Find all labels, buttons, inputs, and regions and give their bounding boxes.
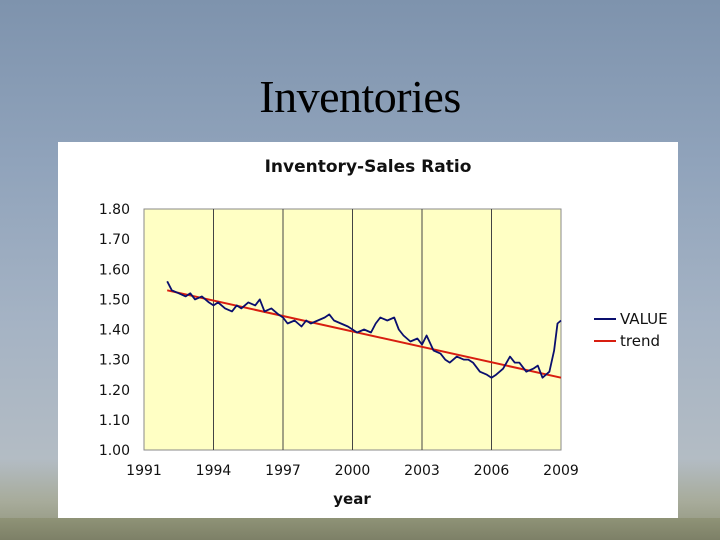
series-lines — [166, 280, 562, 379]
slide-title: Inventories — [259, 71, 461, 122]
y-tick-label: 1.00 — [99, 443, 130, 459]
x-tick-label: 2009 — [543, 463, 579, 479]
y-tick-label: 1.20 — [99, 383, 130, 399]
x-tick-label: 1991 — [126, 463, 162, 479]
y-tick-label: 1.30 — [99, 353, 130, 369]
y-tick-label: 1.70 — [99, 232, 130, 248]
legend: VALUE trend — [594, 310, 668, 350]
series-line-value — [166, 280, 562, 379]
vertical-gridlines — [213, 209, 492, 450]
y-axis-ticks: 1.00 1.10 1.20 1.30 1.40 1.50 1.60 1.70 1.80 — [99, 202, 130, 459]
y-tick-label: 1.60 — [99, 262, 130, 278]
x-axis-label: year — [333, 490, 371, 508]
x-tick-label: 2006 — [474, 463, 510, 479]
ground-strip — [0, 518, 720, 540]
legend-label: trend — [620, 332, 660, 350]
y-tick-label: 1.80 — [99, 202, 130, 218]
x-tick-label: 1997 — [265, 463, 301, 479]
y-tick-label: 1.10 — [99, 413, 130, 429]
legend-label: VALUE — [620, 310, 668, 328]
series-line-trend — [166, 289, 562, 379]
y-tick-label: 1.50 — [99, 292, 130, 308]
chart-title: Inventory-Sales Ratio — [265, 157, 472, 177]
y-tick-label: 1.40 — [99, 323, 130, 339]
x-axis-ticks: 1991 1994 1997 2000 2003 2006 2009 — [126, 463, 579, 479]
x-tick-label: 1994 — [196, 463, 232, 479]
x-tick-label: 2000 — [335, 463, 371, 479]
inventory-sales-chart: Inventory-Sales Ratio 1.001.101.201.301.… — [99, 157, 668, 508]
x-tick-label: 2003 — [404, 463, 440, 479]
chart-panel: Inventory-Sales Ratio 1.00 1.10 1.20 1.30 1.… — [58, 142, 678, 518]
